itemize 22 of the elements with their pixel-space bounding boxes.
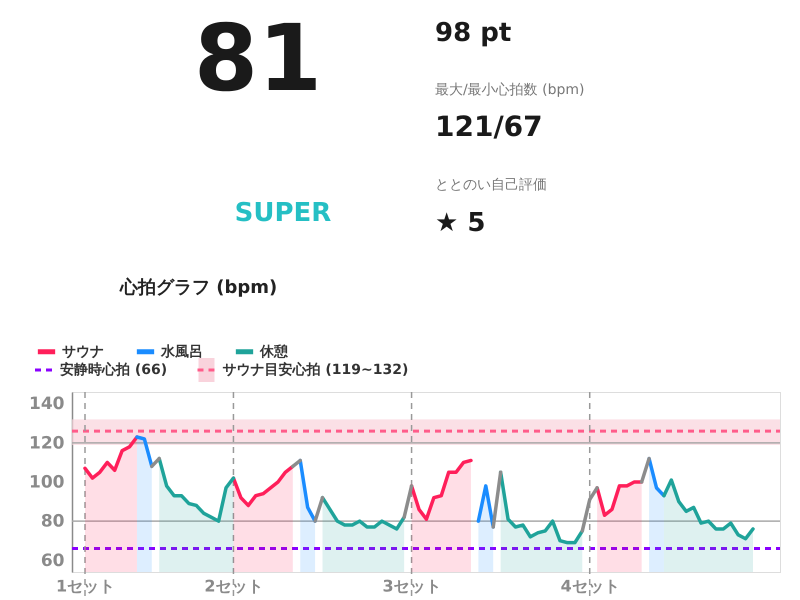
y-tick-label: 140 — [29, 394, 65, 414]
text: 121/67 — [435, 110, 543, 143]
text: ★ 5 — [435, 208, 486, 238]
legend-label: 水風呂 — [160, 344, 203, 360]
x-tick-label: 4セット — [560, 576, 620, 596]
x-tick-label: 2セット — [204, 576, 264, 596]
y-tick-label: 80 — [40, 512, 65, 532]
text: SUPER — [234, 198, 332, 228]
legend-label: 安静時心拍 (66) — [60, 361, 168, 378]
chart-title: 心拍グラフ (bpm) — [119, 277, 278, 298]
y-tick-label: 120 — [29, 433, 65, 454]
text: 81 — [194, 5, 322, 112]
text: ととのい自己評価 — [435, 177, 547, 193]
x-tick-label: 1セット — [56, 576, 116, 596]
x-tick-label: 3セット — [382, 576, 442, 596]
text: 最大/最小心拍数 (bpm) — [435, 82, 585, 98]
y-tick-label: 100 — [29, 472, 65, 492]
text: 98 pt — [435, 18, 512, 48]
legend-label: 休憩 — [259, 344, 289, 360]
y-tick-label: 60 — [40, 550, 65, 571]
legend-label: サウナ — [62, 344, 104, 360]
legend-label: サウナ目安心拍 (119~132) — [222, 361, 408, 378]
